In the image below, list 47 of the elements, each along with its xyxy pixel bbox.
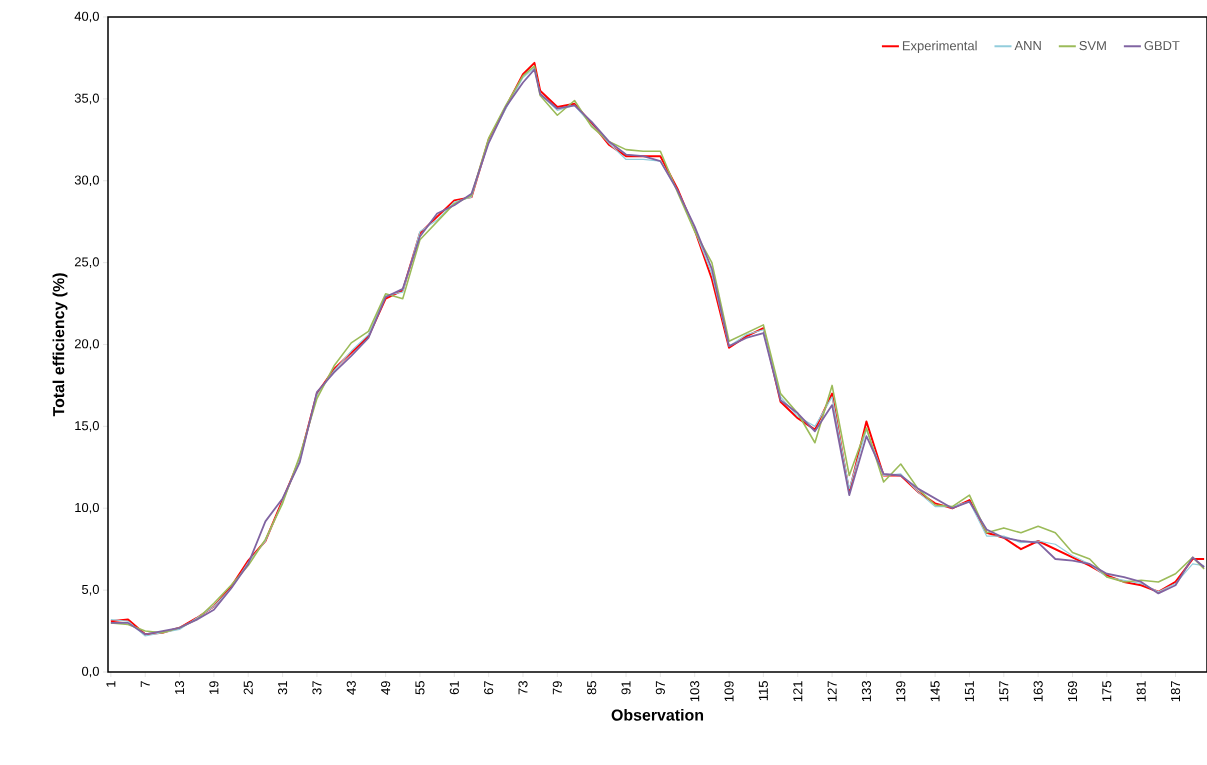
legend-label: GBDT (1144, 41, 1180, 51)
y-tick-label: 10,0 (75, 502, 99, 514)
x-tick-label: 133 (861, 681, 872, 702)
y-tick-label: 5,0 (81, 584, 99, 596)
x-tick-label: 151 (964, 681, 974, 702)
x-tick-label: 157 (999, 681, 1009, 702)
y-tick-label: 20,0 (74, 339, 99, 350)
x-tick-label: 43 (346, 681, 356, 695)
x-tick-label: 79 (552, 681, 562, 695)
y-tick-label: 30,0 (74, 175, 99, 187)
y-tick-label: 40,0 (74, 11, 99, 23)
y-tick-label: 25,0 (74, 257, 99, 268)
y-axis-title: Total efficiency (%) (52, 273, 68, 417)
x-tick-label: 61 (449, 681, 459, 695)
x-tick-label: 121 (793, 681, 803, 702)
legend-label: ANN (1014, 41, 1041, 50)
x-tick-label: 103 (690, 681, 700, 702)
x-tick-label: 139 (896, 681, 906, 702)
legend-label: SVM (1079, 41, 1106, 51)
x-tick-label: 19 (209, 681, 219, 694)
x-axis-title: Observation (611, 708, 704, 721)
x-tick-label: 13 (174, 681, 185, 694)
x-tick-label: 145 (930, 681, 940, 702)
x-tick-label: 109 (724, 681, 734, 702)
x-tick-label: 187 (1170, 681, 1181, 702)
legend-label: Experimental (902, 40, 977, 53)
x-tick-label: 31 (277, 681, 288, 695)
y-tick-label: 15,0 (75, 421, 99, 432)
y-tick-label: 0,0 (81, 666, 99, 678)
x-tick-label: 97 (655, 681, 665, 695)
x-tick-label: 169 (1067, 681, 1078, 702)
x-tick-label: 115 (758, 681, 768, 701)
x-tick-label: 127 (827, 681, 837, 702)
x-tick-label: 181 (1136, 681, 1146, 702)
x-tick-label: 1 (106, 681, 116, 687)
x-tick-label: 7 (140, 681, 150, 688)
x-tick-label: 67 (484, 681, 494, 695)
x-tick-label: 25 (243, 681, 253, 695)
x-tick-label: 37 (312, 681, 322, 695)
x-tick-label: 91 (621, 681, 631, 695)
x-tick-label: 73 (518, 681, 528, 695)
x-tick-label: 163 (1033, 681, 1043, 702)
y-tick-label: 35,0 (74, 93, 99, 105)
x-tick-label: 85 (587, 681, 597, 695)
x-tick-label: 175 (1102, 681, 1112, 702)
x-tick-label: 49 (381, 681, 391, 695)
x-tick-label: 55 (415, 681, 425, 695)
